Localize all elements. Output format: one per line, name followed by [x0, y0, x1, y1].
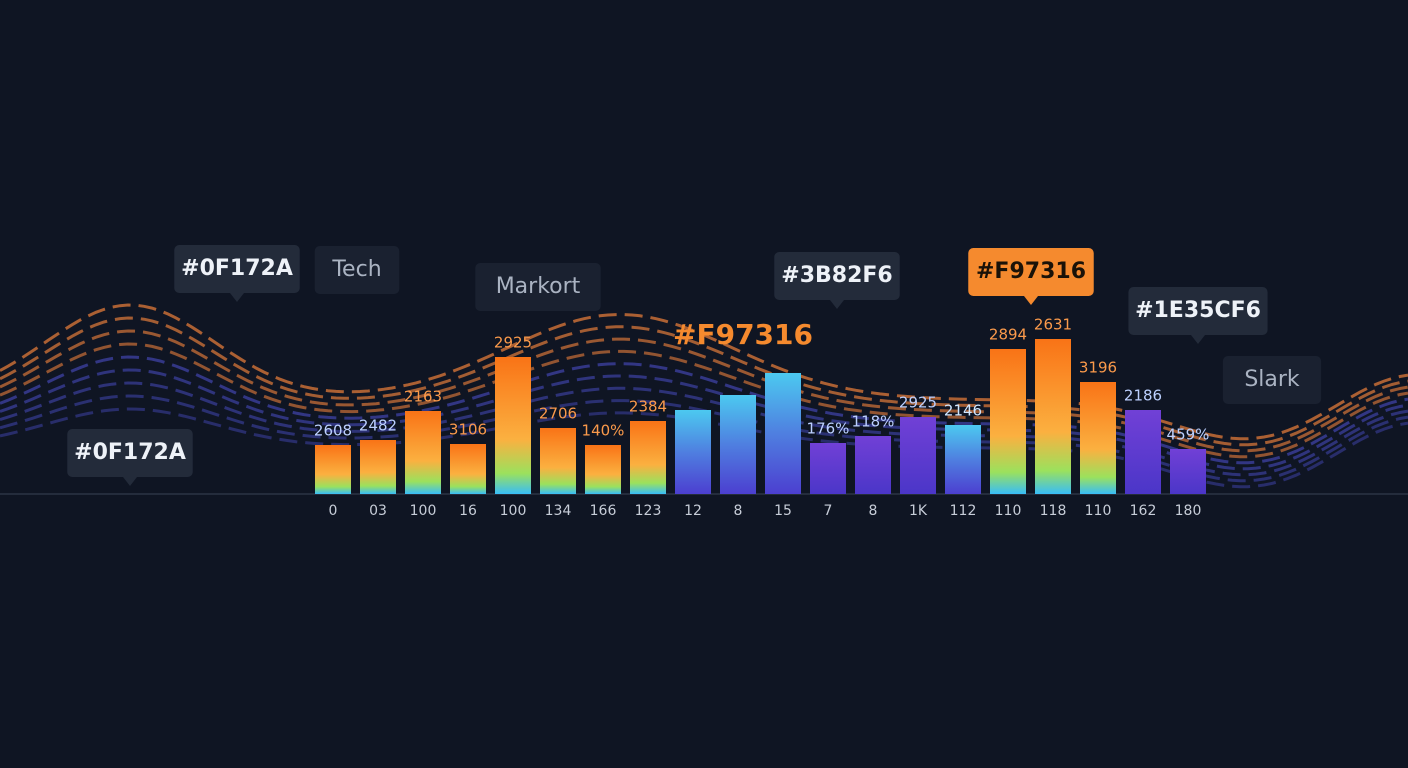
bar	[450, 444, 486, 494]
bar	[675, 410, 711, 494]
bar	[810, 443, 846, 494]
x-tick-label: 180	[1175, 503, 1202, 519]
bar-label: 2894	[989, 326, 1027, 344]
x-tick-label: 8	[869, 503, 878, 519]
bar	[990, 349, 1026, 494]
x-tick-label: 112	[950, 503, 977, 519]
bar	[540, 428, 576, 494]
bar	[855, 436, 891, 494]
x-tick-label: 134	[545, 503, 572, 519]
annotation: #1E35CF6	[1135, 298, 1261, 323]
bars: 0 2608 03 2482 100 2163 16 3106 100 2925 134 2706 16…	[314, 316, 1210, 520]
bar-label: 2608	[314, 422, 352, 440]
tag-pointer	[1024, 296, 1038, 305]
bar-label: 3196	[1079, 359, 1117, 377]
bar-label: 2163	[404, 388, 442, 406]
x-tick-label: 1K	[909, 503, 928, 519]
label-box	[314, 246, 400, 294]
bar-label: 3106	[449, 421, 487, 439]
bar-label: 2482	[359, 417, 397, 435]
bar-label: 176%	[807, 420, 850, 438]
x-tick-label: 16	[459, 503, 477, 519]
bar	[585, 445, 621, 494]
annotation: Slark	[1244, 367, 1300, 392]
bar	[1080, 382, 1116, 494]
annotation: #3B82F6	[781, 263, 892, 288]
tag-box	[968, 248, 1094, 296]
wave	[0, 355, 1408, 465]
wave	[0, 316, 1408, 447]
bar	[360, 440, 396, 494]
bar	[1035, 339, 1071, 494]
bar	[900, 417, 936, 494]
tag-box	[1128, 287, 1268, 335]
bar-label: 118%	[852, 413, 895, 431]
tag-pointer	[1191, 335, 1205, 344]
bar	[630, 421, 666, 494]
label-box	[1222, 356, 1322, 404]
x-tick-label: 12	[684, 503, 702, 519]
tag-box	[174, 245, 300, 293]
x-tick-label: 162	[1130, 503, 1157, 519]
tag-pointer	[230, 293, 244, 302]
bar-label: 2186	[1124, 387, 1162, 405]
bar-label: 2631	[1034, 316, 1072, 334]
bar	[1125, 410, 1161, 494]
bar	[495, 357, 531, 494]
wave	[0, 329, 1408, 453]
tag-box	[774, 252, 900, 300]
x-tick-label: 123	[635, 503, 662, 519]
tag-box	[67, 429, 193, 477]
x-tick-label: 100	[410, 503, 437, 519]
annotation: Markort	[496, 274, 581, 299]
bar-label: 2384	[629, 398, 667, 416]
x-tick-label: 110	[995, 503, 1022, 519]
bar-label: 2146	[944, 402, 982, 420]
tag-pointer	[123, 477, 137, 486]
bar-label: 459%	[1167, 426, 1210, 444]
bar	[405, 411, 441, 494]
annotation: Tech	[331, 257, 381, 282]
bar-label: 2706	[539, 405, 577, 423]
wave	[0, 342, 1408, 459]
annotation: #0F172A	[74, 440, 186, 465]
x-tick-label: 0	[329, 503, 338, 519]
bar-label: 140%	[582, 422, 625, 440]
bar	[945, 425, 981, 494]
bar	[315, 445, 351, 494]
bar	[720, 395, 756, 494]
x-tick-label: 03	[369, 503, 387, 519]
annotation: #0F172A	[181, 256, 293, 281]
label-box	[475, 263, 601, 311]
bar	[1170, 449, 1206, 494]
annotations: #0F172A Tech Markort #F97316 #3B82F6 #F97316 #…	[67, 245, 1322, 486]
x-tick-label: 7	[824, 503, 833, 519]
x-tick-label: 15	[774, 503, 792, 519]
wave	[0, 303, 1408, 441]
annotation: #F97316	[976, 259, 1086, 284]
annotation: #F97316	[673, 318, 813, 351]
tag-pointer	[830, 300, 844, 309]
x-tick-label: 8	[734, 503, 743, 519]
bar-label: 2925	[899, 394, 937, 412]
x-tick-label: 100	[500, 503, 527, 519]
x-tick-label: 166	[590, 503, 617, 519]
x-tick-label: 110	[1085, 503, 1112, 519]
bar-label: 2925	[494, 334, 532, 352]
bar	[765, 373, 801, 494]
x-tick-label: 118	[1040, 503, 1067, 519]
